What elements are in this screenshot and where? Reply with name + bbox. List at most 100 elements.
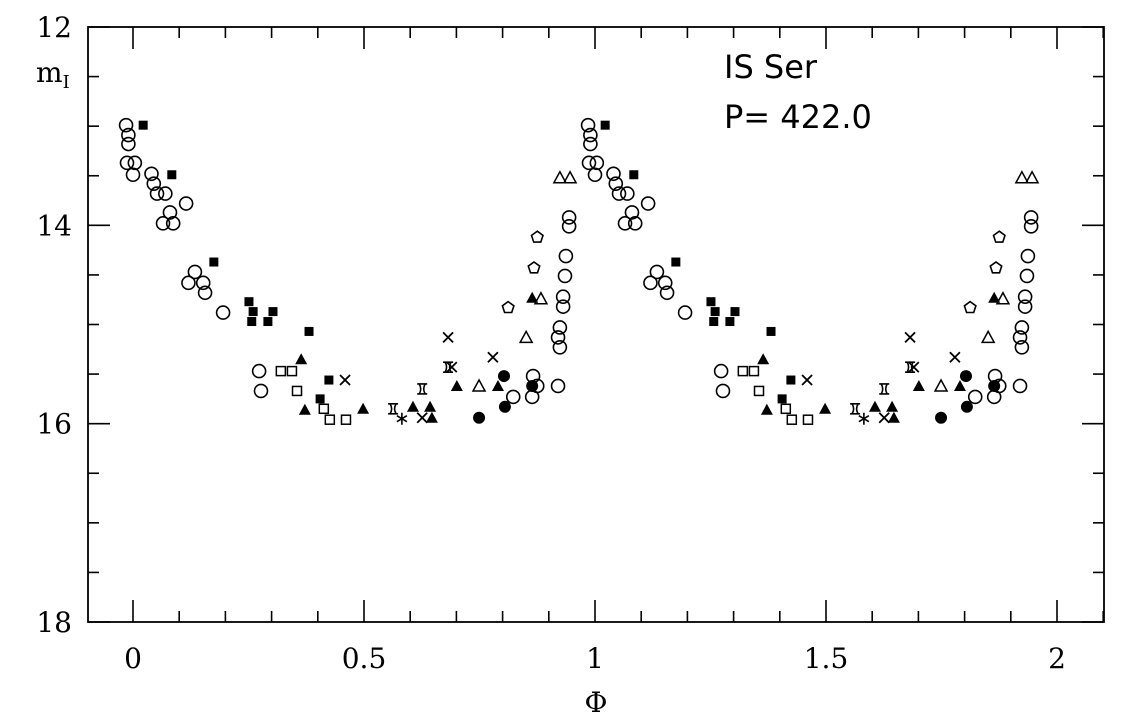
point-filled-square <box>138 120 148 130</box>
plot-frame <box>87 26 1105 623</box>
point-bowtie <box>850 402 861 415</box>
point-filled-triangle <box>953 379 966 391</box>
point-open-circle <box>1017 289 1033 305</box>
point-filled-square <box>315 394 325 404</box>
point-filled-triangle <box>298 403 311 415</box>
point-open-circle <box>144 166 159 182</box>
point-open-triangle <box>980 329 996 344</box>
point-open-circle <box>149 186 165 201</box>
point-open-square <box>318 403 330 415</box>
point-filled-square <box>244 297 254 307</box>
point-open-circle <box>608 176 624 191</box>
point-filled-circle <box>498 400 511 413</box>
point-filled-triangle <box>760 403 773 415</box>
star-name-label: IS Ser <box>724 48 818 86</box>
point-open-triangle <box>995 291 1011 305</box>
point-open-circle <box>119 155 135 171</box>
point-open-pentagon <box>989 261 1003 274</box>
point-open-square <box>275 365 287 377</box>
x-tick-label: 0.5 <box>342 642 387 675</box>
point-open-circle <box>657 275 673 291</box>
point-filled-square <box>766 326 776 336</box>
point-open-pentagon <box>501 300 515 314</box>
point-filled-triangle <box>295 353 308 365</box>
point-open-circle <box>1014 340 1030 355</box>
point-bowtie <box>879 383 890 395</box>
y-tick-label: 16 <box>36 408 72 441</box>
point-bowtie <box>905 361 916 373</box>
point-open-triangle <box>552 170 568 184</box>
point-filled-triangle <box>424 400 437 412</box>
point-open-triangle <box>533 291 549 305</box>
point-filled-square <box>268 307 278 317</box>
point-filled-triangle <box>757 353 770 365</box>
point-open-circle <box>1017 299 1033 314</box>
point-open-circle <box>611 186 627 201</box>
point-open-square <box>324 414 336 425</box>
point-filled-square <box>709 317 719 327</box>
point-open-circle <box>624 205 640 220</box>
point-cross <box>446 361 458 373</box>
point-filled-square <box>324 375 334 385</box>
point-open-circle <box>550 378 566 394</box>
point-open-circle <box>505 389 521 405</box>
point-open-circle <box>620 186 635 201</box>
point-bowtie <box>443 361 454 373</box>
point-open-triangle <box>1014 170 1030 184</box>
point-open-circle <box>1019 268 1035 284</box>
point-filled-triangle <box>912 379 925 391</box>
point-filled-triangle <box>406 400 419 412</box>
point-open-circle <box>555 299 571 314</box>
x-tick-label: 0 <box>124 642 142 675</box>
point-filled-square <box>600 120 610 130</box>
point-open-circle <box>967 389 983 405</box>
point-open-circle <box>713 363 729 379</box>
axis-ticks <box>88 26 1104 623</box>
point-asterisk <box>858 412 870 425</box>
point-open-circle <box>187 264 203 280</box>
point-cross <box>487 351 499 363</box>
y-axis-label: mI <box>36 56 70 93</box>
point-filled-square <box>710 307 720 317</box>
point-cross <box>801 374 813 386</box>
point-open-circle <box>1012 378 1028 394</box>
point-asterisk <box>396 412 408 425</box>
point-open-circle <box>640 196 656 211</box>
point-filled-square <box>248 307 258 317</box>
point-filled-triangle <box>886 400 899 412</box>
point-open-circle <box>677 305 693 320</box>
point-open-circle <box>524 389 540 405</box>
point-filled-square <box>629 170 639 180</box>
point-cross <box>949 351 961 363</box>
point-open-circle <box>643 275 658 291</box>
tick-labels: 0 0.5 1 1.5 2 12 14 16 18 <box>36 11 1066 675</box>
point-open-circle <box>561 219 577 234</box>
point-filled-square <box>247 317 257 327</box>
point-filled-triangle <box>819 402 832 414</box>
point-open-circle <box>715 383 731 399</box>
point-filled-square <box>304 326 314 336</box>
point-cross <box>416 412 428 424</box>
point-filled-square <box>706 297 716 307</box>
point-open-circle <box>195 275 211 291</box>
y-tick-label: 14 <box>36 209 72 242</box>
point-open-circle <box>1020 248 1036 264</box>
point-filled-square <box>167 170 177 180</box>
point-cross <box>339 374 351 386</box>
point-open-square <box>286 365 298 377</box>
point-cross <box>904 331 916 344</box>
point-filled-circle <box>473 411 486 424</box>
point-open-circle <box>127 155 143 171</box>
point-open-circle <box>552 340 568 355</box>
point-filled-circle <box>960 400 973 413</box>
point-open-circle <box>583 127 598 143</box>
point-open-circle <box>158 186 173 201</box>
point-open-circle <box>1023 210 1039 225</box>
point-open-triangle <box>1024 170 1040 184</box>
point-open-circle <box>580 117 596 133</box>
point-open-circle <box>121 127 136 143</box>
point-open-square <box>737 365 749 377</box>
point-open-circle <box>581 155 597 171</box>
point-cross <box>442 331 454 344</box>
point-open-circle <box>649 264 665 280</box>
